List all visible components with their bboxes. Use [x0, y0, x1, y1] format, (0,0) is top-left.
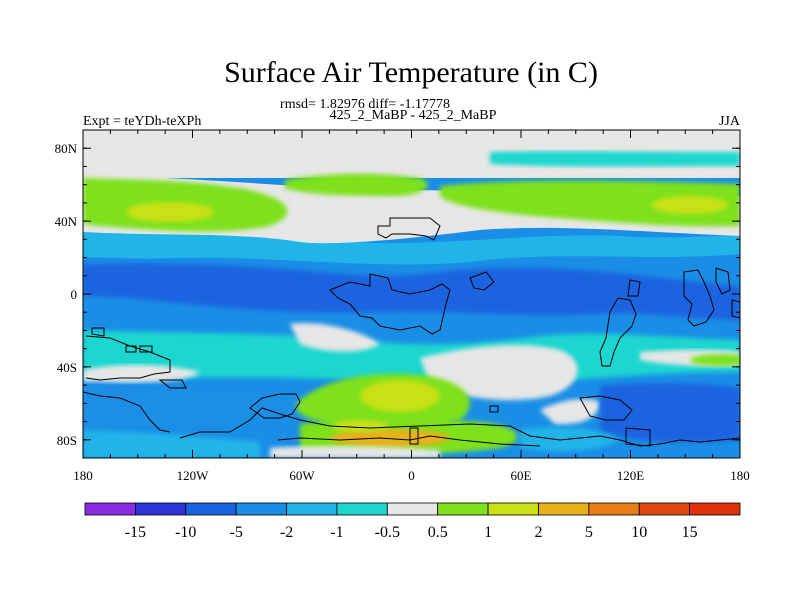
- colorbar-level-label: -1: [330, 524, 343, 541]
- temperature-field: [83, 130, 740, 458]
- y-tick-label: 80S: [57, 433, 77, 448]
- stats-line: rmsd= 1.82976 diff= -1.17778: [280, 97, 450, 112]
- colorbar-swatch: [185, 502, 237, 516]
- y-tick-label: 40N: [55, 214, 78, 229]
- x-axis: 180 120W 60W 0 60E 120E 180: [73, 130, 750, 483]
- colorbar-swatch: [386, 502, 439, 516]
- x-tick-label: 180: [730, 468, 750, 483]
- colorbar-swatch: [235, 502, 287, 516]
- colorbar-swatch: [588, 502, 640, 516]
- colorbar-swatch: [487, 502, 539, 516]
- y-axis: 80N 40N 0 40S 80S: [55, 129, 740, 459]
- colorbar-swatch: [134, 502, 187, 516]
- x-tick-label: 120W: [177, 468, 210, 483]
- x-tick-label: 60E: [511, 468, 532, 483]
- colorbar-swatch: [638, 502, 691, 516]
- season-label: JJA: [719, 114, 741, 129]
- y-tick-label: 40S: [57, 360, 77, 375]
- colorbar-swatch: [689, 502, 741, 516]
- colorbar-level-label: -15: [125, 524, 146, 541]
- colorbar-level-label: -2: [280, 524, 293, 541]
- colorbar: -15 -10 -5 -2 -1 -0.5 0.5 1 2 5 10 15: [84, 502, 741, 541]
- colorbar-level-label: 2: [534, 524, 542, 541]
- colorbar-swatch: [437, 502, 489, 516]
- colorbar-level-label: 1: [484, 524, 492, 541]
- chart-title: Surface Air Temperature (in C): [224, 56, 598, 89]
- colorbar-level-label: -0.5: [375, 524, 400, 541]
- experiment-label: Expt = teYDh-teXPh: [83, 114, 201, 129]
- y-tick-label: 0: [71, 287, 78, 302]
- x-tick-label: 60W: [289, 468, 315, 483]
- colorbar-level-label: 5: [585, 524, 593, 541]
- period-label: 425_2_MaBP - 425_2_MaBP: [330, 108, 497, 123]
- colorbar-level-label: -10: [175, 524, 196, 541]
- colorbar-level-label: 0.5: [428, 524, 448, 541]
- colorbar-swatch: [286, 502, 338, 516]
- coastlines: [83, 217, 740, 447]
- y-tick-label: 80N: [55, 141, 78, 156]
- colorbar-swatch: [538, 502, 590, 516]
- x-tick-label: 0: [408, 468, 415, 483]
- x-tick-label: 180: [73, 468, 93, 483]
- colorbar-level-label: 15: [682, 524, 698, 541]
- colorbar-level-label: -5: [229, 524, 242, 541]
- colorbar-swatch: [84, 502, 136, 516]
- colorbar-level-label: 10: [631, 524, 647, 541]
- colorbar-swatch: [336, 502, 388, 516]
- x-tick-label: 120E: [617, 468, 645, 483]
